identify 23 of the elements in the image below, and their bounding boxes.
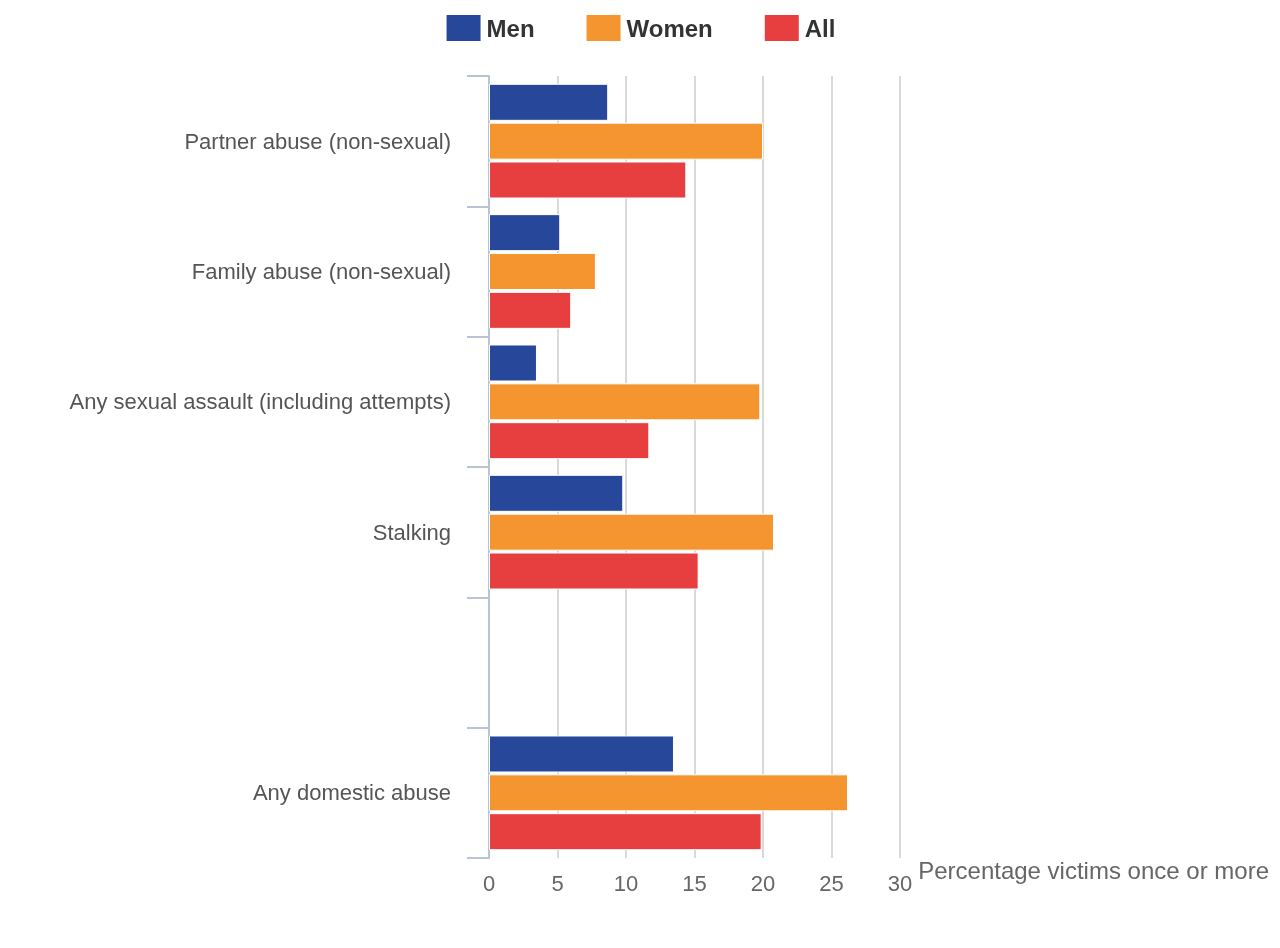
x-tick-label: 5 [551,870,564,896]
bar [489,253,596,290]
legend-label: Women [626,14,713,42]
x-tick-label: 10 [613,870,639,896]
bar [489,214,561,252]
y-tick-label: Any domestic abuse [252,780,451,806]
bar [489,813,762,851]
x-axis-title: Percentage victims once or more [918,856,1269,884]
bar [489,422,650,460]
bar [489,83,609,121]
bar [489,474,624,512]
y-tick-label: Partner abuse (non-sexual) [184,128,451,154]
x-tick-label: 20 [750,870,776,896]
bar [489,291,572,329]
y-tick-label: Stalking [372,519,451,545]
x-tick-label: 25 [819,870,844,896]
y-tick-label: Family abuse (non-sexual) [191,259,451,284]
y-tick-label: Any sexual assault (including attempts) [69,389,451,415]
legend-label: All [804,14,836,42]
x-tick-label: 0 [482,870,496,896]
x-tick-label: 15 [682,870,707,896]
x-tick-label: 30 [887,870,913,896]
legend-label: Men [486,14,535,42]
